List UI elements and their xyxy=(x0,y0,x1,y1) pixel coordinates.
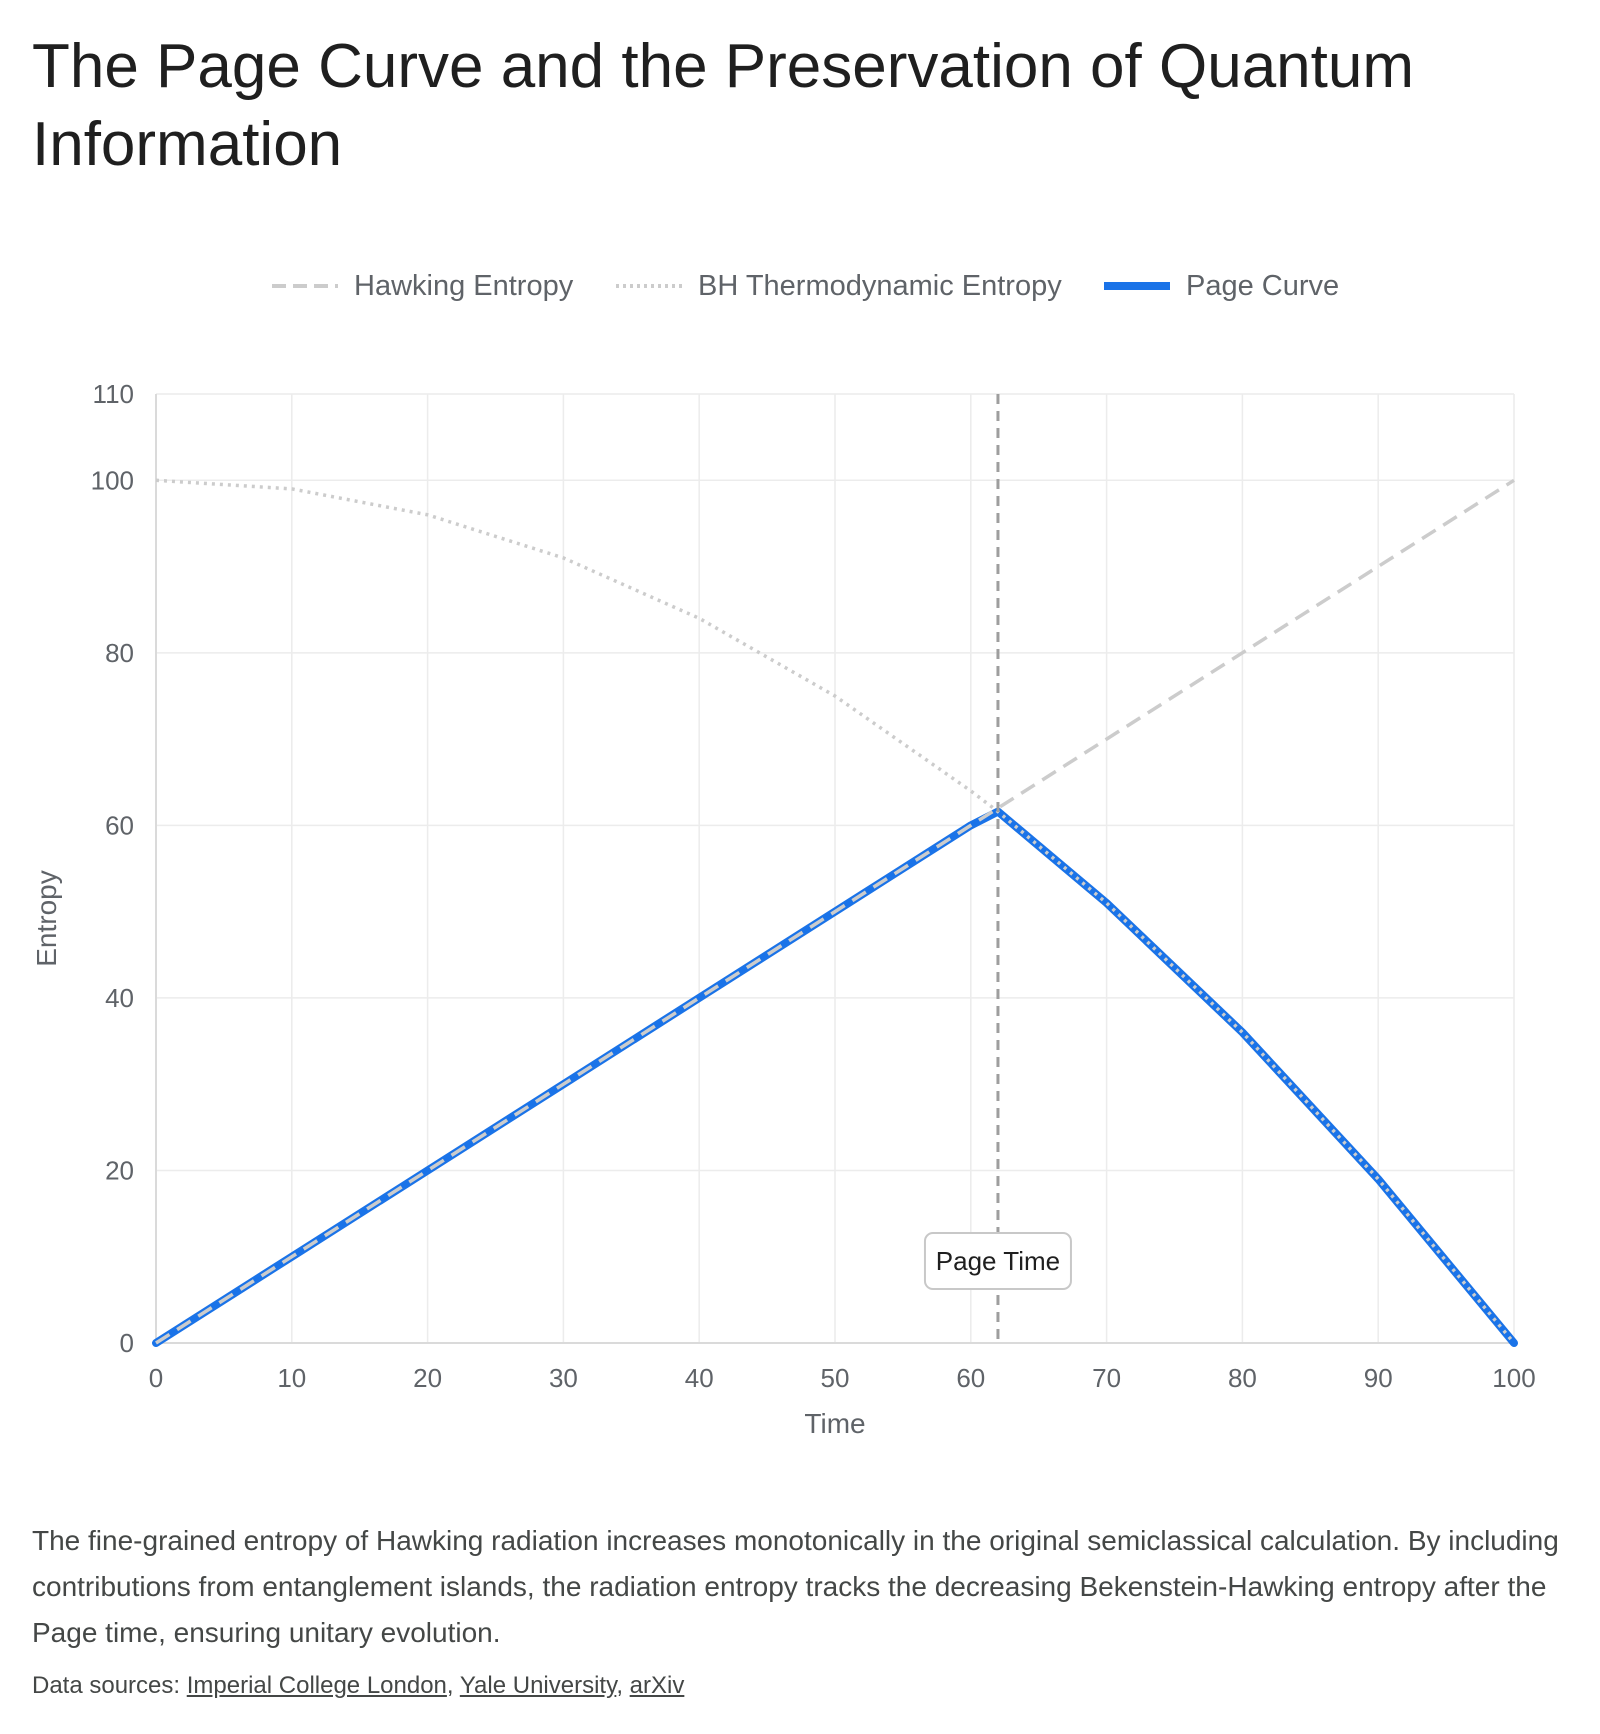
legend-swatch-hawking-dashed xyxy=(272,284,338,288)
x-tick-label: 50 xyxy=(821,1363,850,1393)
y-tick-label: 110 xyxy=(93,379,134,409)
chart-title: The Page Curve and the Preservation of Q… xyxy=(32,32,1415,179)
legend-swatch-page-curve-solid xyxy=(1104,282,1170,290)
legend-label-hawking-entropy: Hawking Entropy xyxy=(354,269,574,302)
chart-legend: Hawking Entropy BH Thermodynamic Entropy… xyxy=(0,258,1600,314)
x-tick-label: 60 xyxy=(956,1363,985,1393)
legend-swatch-bh-dotted xyxy=(616,284,682,288)
x-tick-label: 20 xyxy=(413,1363,442,1393)
x-tick-label: 80 xyxy=(1228,1363,1257,1393)
y-tick-label: 20 xyxy=(105,1155,134,1185)
x-tick-label: 0 xyxy=(149,1363,163,1393)
x-tick-label: 100 xyxy=(1492,1363,1535,1393)
legend-item-hawking-entropy[interactable]: Hawking Entropy xyxy=(272,258,573,314)
legend-item-page-curve[interactable]: Page Curve xyxy=(1104,258,1339,314)
legend-item-bh-thermodynamic-entropy[interactable]: BH Thermodynamic Entropy xyxy=(616,258,1062,314)
y-tick-label: 0 xyxy=(120,1328,134,1358)
source-link-yale[interactable]: Yale University xyxy=(459,1672,617,1699)
legend-label-page-curve: Page Curve xyxy=(1186,269,1340,302)
data-sources: Data sources: Imperial College London, Y… xyxy=(32,1672,685,1699)
series-line-hawking-entropy xyxy=(155,478,1515,1345)
page-time-label-box xyxy=(923,1232,1072,1291)
x-tick-label: 90 xyxy=(1364,1363,1393,1393)
page-time-label: Page Time xyxy=(936,1246,1060,1276)
x-axis-title: Time xyxy=(804,1408,865,1439)
y-tick-label: 100 xyxy=(91,465,134,495)
legend-label-bh-thermodynamic-entropy: BH Thermodynamic Entropy xyxy=(698,269,1062,302)
source-link-imperial[interactable]: Imperial College London xyxy=(186,1672,447,1699)
x-tick-label: 10 xyxy=(277,1363,306,1393)
y-axis-title: Entropy xyxy=(31,870,62,967)
y-tick-label: 60 xyxy=(105,810,134,840)
line-chart: 0 10 20 30 40 50 60 70 80 90 100 0 20 40 60 80 100 110 Tim… xyxy=(31,379,1536,1439)
y-tick-label: 40 xyxy=(105,983,134,1013)
y-tick-label: 80 xyxy=(105,638,134,668)
sources-prefix: Data sources: xyxy=(32,1672,187,1699)
x-tick-label: 40 xyxy=(685,1363,714,1393)
x-tick-label: 70 xyxy=(1092,1363,1121,1393)
x-tick-label: 30 xyxy=(549,1363,578,1393)
source-link-arxiv[interactable]: arXiv xyxy=(629,1672,685,1699)
chart-caption: The fine-grained entropy of Hawking radi… xyxy=(32,1525,1559,1648)
